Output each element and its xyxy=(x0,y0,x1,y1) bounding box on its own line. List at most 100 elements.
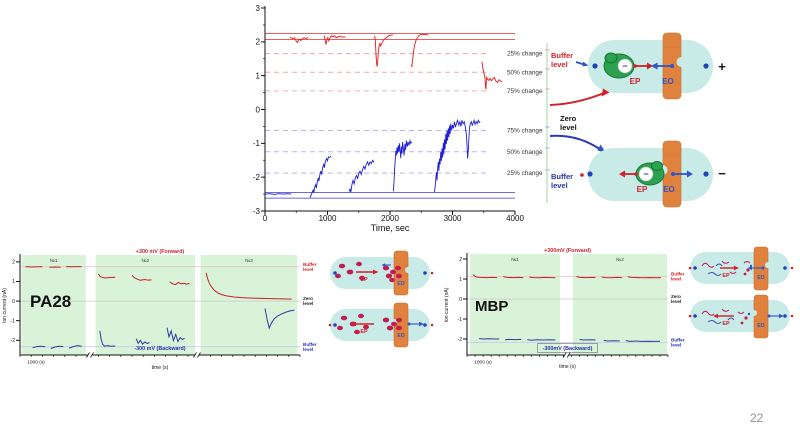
y-tick-label: 1 xyxy=(12,279,15,285)
eo-arrow-dot xyxy=(767,314,771,318)
eo-label: EO xyxy=(757,323,764,329)
level-label: Buffer xyxy=(303,342,317,347)
zero-level-label: level xyxy=(560,123,577,132)
y-axis-label: Ion current (nA) xyxy=(2,288,8,323)
pa28-backward-trace xyxy=(166,327,185,343)
ep-label: EP xyxy=(360,329,368,335)
y-tick-label: -2 xyxy=(253,173,261,182)
buffer-pointer xyxy=(575,61,585,66)
electrode-dot-red xyxy=(790,314,794,318)
eo-arrowhead xyxy=(687,170,693,178)
backward-current-trace xyxy=(433,118,481,193)
axis-break xyxy=(87,353,93,357)
axis-break-slash xyxy=(86,352,90,358)
electrode-dot-red xyxy=(688,266,692,270)
pa28-backward-trace xyxy=(68,345,82,349)
minus-sign: − xyxy=(718,166,726,181)
eo-arrow-dot xyxy=(670,64,674,68)
zero-level-label: Zero xyxy=(560,114,577,123)
pa28-backward-trace xyxy=(32,345,46,349)
forward-current-trace xyxy=(410,33,429,68)
electrode-dot xyxy=(783,314,787,318)
x-tick-label: 2000 xyxy=(381,214,399,223)
change-label: 25% change xyxy=(507,170,543,177)
experiment-region xyxy=(21,255,86,355)
level-label: Buffer xyxy=(671,338,685,343)
change-label: 25% change xyxy=(507,51,543,58)
experiment-region xyxy=(572,254,667,355)
region-label: №2 xyxy=(141,258,149,264)
eo-label: EO xyxy=(663,185,675,194)
level-label: Zero xyxy=(671,294,681,299)
mbp-forward-trace xyxy=(529,276,556,279)
protein-particle-lobe xyxy=(604,52,618,64)
axis-break-slash xyxy=(197,352,201,358)
eo-arrowhead xyxy=(779,313,784,319)
electrode-dot xyxy=(703,63,709,69)
experiment-region xyxy=(95,255,195,355)
pa28-panel-chart: №1 №2 №3BufferlevelZerolevelBufferlevel210… xyxy=(2,249,317,371)
mbp-backward-trace xyxy=(603,339,620,342)
level-label: level xyxy=(303,301,313,306)
mbp-backward-trace xyxy=(625,340,661,342)
pa28-forward-trace xyxy=(205,272,292,300)
buffer-pointer-head xyxy=(582,61,589,67)
electrode-dot xyxy=(592,63,598,69)
ep-label: EP xyxy=(630,77,641,86)
y-tick-label: 2 xyxy=(256,38,261,47)
axis-break-slash xyxy=(193,352,197,358)
x-tick-label: 3000 xyxy=(444,214,462,223)
region-label: №1 xyxy=(50,258,58,264)
forward-voltage-label: +300mV (Forward) xyxy=(544,248,591,254)
mbp-forward-trace xyxy=(601,276,622,279)
forward-current-trace xyxy=(323,35,346,45)
backward-current-trace xyxy=(265,193,292,195)
ep-arrowhead xyxy=(351,321,356,327)
ep-label: EP xyxy=(637,185,648,194)
nanopore xyxy=(393,250,409,296)
x-axis-label: time (s) xyxy=(152,365,169,371)
x-tick-label: 0 xyxy=(263,214,268,223)
aggregate-blobs xyxy=(335,261,402,283)
ep-arrowhead xyxy=(619,170,625,178)
buffer-level-label-blue: level xyxy=(551,181,568,190)
pa28-backward-mini: EP EO xyxy=(328,302,434,348)
mbp-forward-trace xyxy=(627,276,662,279)
charge-circle xyxy=(617,58,633,74)
electrode-dot xyxy=(703,171,709,177)
electrode-dot xyxy=(333,323,337,327)
eo-arrow-dot xyxy=(671,172,675,176)
forward-current-trace xyxy=(374,34,393,67)
capillary-capsule xyxy=(330,257,430,289)
mbp-forward-trace xyxy=(503,276,524,279)
mbp-panel-chart: №1 №2BufferlevelZerolevelBufferlevel210-1… xyxy=(444,248,685,370)
forward-current-trace xyxy=(481,61,503,90)
forward-current-trace xyxy=(289,36,309,44)
eo-label: EO xyxy=(397,333,404,339)
level-label: level xyxy=(303,267,313,272)
page-number: 22 xyxy=(750,411,764,425)
mbp-backward-trace xyxy=(579,338,596,341)
electrode-dot xyxy=(783,266,787,270)
ep-arrowhead xyxy=(373,269,379,275)
level-label: level xyxy=(671,277,681,282)
panel-title: MBP xyxy=(475,298,508,315)
electrode-dot-red xyxy=(430,323,434,327)
pa28-backward-trace xyxy=(264,308,295,330)
charge-sign: − xyxy=(643,169,648,179)
backward-capsule-diagram: − EP EO − Buffer level xyxy=(551,140,726,208)
pore-notch xyxy=(751,310,757,316)
axis-break-slash xyxy=(562,352,567,358)
change-label: 50% change xyxy=(507,69,543,76)
electrode-dot-red xyxy=(328,323,332,327)
ep-label: EP xyxy=(360,277,368,283)
axis-break xyxy=(194,353,200,357)
panel-title: PA28 xyxy=(30,292,71,311)
y-tick-label: -3 xyxy=(253,207,261,216)
experiment-region xyxy=(200,255,298,355)
x-axis-label: Time, sec xyxy=(371,223,410,233)
eo-arrowhead xyxy=(748,265,752,271)
eo-label: EO xyxy=(397,281,404,287)
plus-sign: + xyxy=(718,59,726,74)
